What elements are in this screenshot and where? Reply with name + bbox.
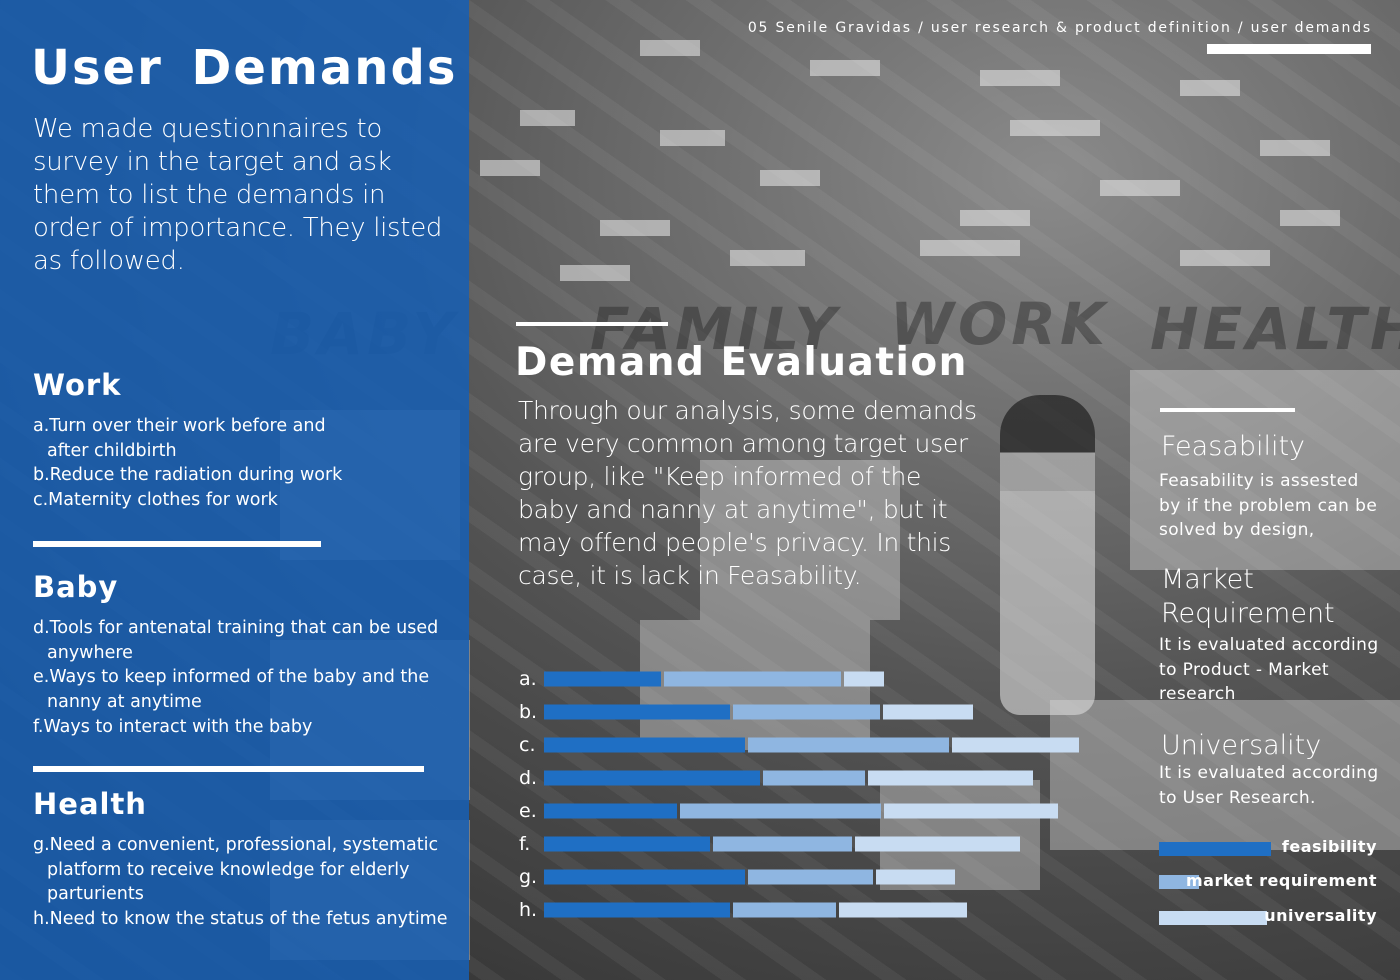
bar-feasibility-h — [544, 902, 730, 918]
bar-market-requirement-f — [713, 836, 852, 852]
bar-universality-f — [855, 836, 1020, 852]
criteria-divider — [1160, 408, 1295, 412]
bar-feasibility-e — [544, 803, 677, 819]
demand-item-b: b.Reduce the radiation during work — [33, 465, 343, 486]
divider — [33, 766, 424, 772]
chart-category-label: f. — [519, 833, 530, 855]
bar-market-requirement-c — [748, 737, 949, 753]
bar-market-requirement-d — [763, 770, 865, 786]
chart-category-label: g. — [519, 866, 537, 888]
bar-market-requirement-a — [664, 671, 841, 687]
bar-feasibility-g — [544, 869, 745, 885]
bar-universality-d — [868, 770, 1033, 786]
bar-universality-h — [839, 902, 967, 918]
bar-market-requirement-g — [748, 869, 873, 885]
section-title: Demand Evaluation — [515, 340, 968, 385]
bar-feasibility-f — [544, 836, 710, 852]
category-title-baby: Baby — [33, 570, 119, 604]
demand-item-c: c.Maternity clothes for work — [33, 490, 278, 511]
bar-feasibility-c — [544, 737, 745, 753]
breadcrumb: 05 Senile Gravidas / user research & pro… — [747, 20, 1372, 36]
chart-category-label: a. — [519, 668, 537, 690]
category-title-work: Work — [33, 368, 122, 402]
legend-label-feasibility: feasibility — [1281, 837, 1377, 856]
category-title-health: Health — [33, 787, 147, 821]
page-title: User Demands — [31, 40, 458, 96]
chart-category-label: h. — [519, 899, 537, 921]
demand-item-d: d.Tools for antenatal training that can … — [33, 618, 439, 663]
criterion-title-universality: Universality — [1161, 730, 1322, 761]
demand-item-e: e.Ways to keep informed of the baby and … — [33, 667, 430, 713]
legend-label-universality: universality — [1264, 906, 1377, 925]
criterion-desc-feasability: Feasability is assested by if the proble… — [1159, 471, 1378, 540]
criterion-title-market: Market Requirement — [1161, 564, 1335, 629]
bar-universality-a — [844, 671, 884, 687]
criterion-desc-universality: It is evaluated according to User Resear… — [1159, 763, 1379, 808]
demand-item-a: a.Turn over their work before and after … — [33, 416, 326, 461]
bar-market-requirement-h — [733, 902, 836, 918]
category-list-health: g.Need a convenient, professional, syste… — [33, 833, 453, 932]
bar-feasibility-d — [544, 770, 760, 786]
breadcrumb-underline — [1207, 44, 1371, 54]
legend-label-market-requirement: market requirement — [1185, 871, 1377, 890]
category-list-baby: d.Tools for antenatal training that can … — [33, 616, 453, 740]
legend-swatch-feasibility — [1159, 842, 1271, 856]
bar-feasibility-b — [544, 704, 730, 720]
bar-market-requirement-b — [733, 704, 880, 720]
chart-category-label: d. — [519, 767, 537, 789]
criterion-desc-market: It is evaluated according to Product - M… — [1159, 635, 1379, 704]
intro-text: We made questionnaires to survey in the … — [33, 114, 443, 276]
chart-legend: feasibility market requirement universal… — [1155, 835, 1385, 935]
section-body: Through our analysis, some demands are v… — [518, 396, 977, 590]
chart-category-label: e. — [519, 800, 537, 822]
chart-category-label: c. — [519, 734, 536, 756]
bar-market-requirement-e — [680, 803, 881, 819]
legend-swatch-market-requirement — [1159, 875, 1199, 889]
bar-universality-e — [884, 803, 1058, 819]
divider — [33, 541, 321, 547]
bar-universality-g — [876, 869, 955, 885]
bar-universality-b — [883, 704, 973, 720]
bar-feasibility-a — [544, 671, 661, 687]
bar-universality-c — [952, 737, 1079, 753]
demand-item-g: g.Need a convenient, professional, syste… — [33, 835, 439, 905]
section-divider — [516, 322, 668, 326]
demand-item-h: h.Need to know the status of the fetus a… — [33, 909, 448, 930]
legend-swatch-universality — [1159, 911, 1267, 925]
left-panel — [0, 0, 469, 980]
demand-evaluation-chart: a. b. c. d. e. f. g. h. — [519, 668, 1079, 921]
category-list-work: a.Turn over their work before and after … — [33, 414, 363, 513]
demand-item-f: f.Ways to interact with the baby — [33, 716, 313, 737]
chart-category-label: b. — [519, 701, 537, 723]
criterion-title-feasability: Feasability — [1161, 431, 1306, 462]
